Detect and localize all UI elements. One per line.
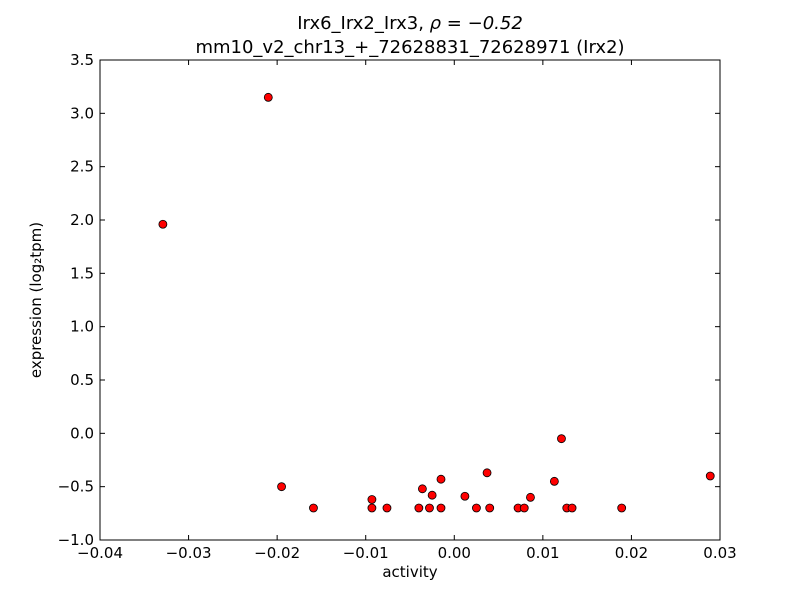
title-genes: Irx6_Irx2_Irx3, xyxy=(297,13,429,34)
data-point xyxy=(158,219,168,229)
data-point xyxy=(436,474,446,484)
data-point xyxy=(417,484,427,494)
chart-title-line1: Irx6_Irx2_Irx3, ρ = −0.52 xyxy=(297,13,523,34)
data-point xyxy=(705,471,715,481)
data-point xyxy=(549,476,559,486)
data-point xyxy=(485,503,495,513)
plot-frame xyxy=(99,59,721,541)
data-point xyxy=(263,92,273,102)
y-tick-label: −0.5 xyxy=(58,478,94,496)
data-point xyxy=(482,468,492,478)
y-tick-label: 3.0 xyxy=(70,104,94,122)
data-point xyxy=(557,434,566,444)
data-point xyxy=(567,503,577,513)
x-tick-label: 0.02 xyxy=(615,544,648,562)
x-tick-label: −0.04 xyxy=(77,544,123,562)
x-tick-label: 0.03 xyxy=(703,544,736,562)
data-point xyxy=(617,503,627,513)
y-axis-label: expression (log₂tpm) xyxy=(27,222,45,378)
y-tick-label: 2.0 xyxy=(70,211,94,229)
data-point xyxy=(367,503,377,513)
data-point xyxy=(526,492,535,502)
data-point xyxy=(427,490,437,500)
y-tick-label: 0.0 xyxy=(70,424,94,442)
data-point xyxy=(519,503,529,513)
y-tick-label: 1.5 xyxy=(70,264,94,282)
x-tick-label: −0.03 xyxy=(166,544,212,562)
y-tick-label: 3.5 xyxy=(70,51,94,69)
plot-background xyxy=(100,60,720,540)
x-tick-label: −0.02 xyxy=(254,544,300,562)
y-tick-label: 1.0 xyxy=(70,318,94,336)
data-point xyxy=(277,482,286,492)
x-tick-label: 0.01 xyxy=(526,544,559,562)
data-point xyxy=(436,503,446,513)
data-point xyxy=(460,491,470,501)
data-point xyxy=(367,495,377,504)
data-point xyxy=(472,503,481,513)
chart-title-line2: mm10_v2_chr13_+_72628831_72628971 (Irx2) xyxy=(195,37,624,58)
data-point xyxy=(382,503,392,513)
y-tick-label: 0.5 xyxy=(70,371,94,389)
x-tick-label: −0.01 xyxy=(343,544,389,562)
x-tick-label: 0.00 xyxy=(438,544,471,562)
data-point xyxy=(309,503,318,513)
data-point xyxy=(425,503,434,513)
y-tick-label: −1.0 xyxy=(58,531,94,549)
x-axis-label: activity xyxy=(382,563,437,581)
y-tick-label: 2.5 xyxy=(70,158,94,176)
plot-area: −0.04 −0.03 −0.02 −0.01 0.00 0.01 0.02 0.03 −1.0… xyxy=(58,51,737,562)
title-rho: ρ = −0.52 xyxy=(430,13,523,34)
data-point xyxy=(414,503,424,513)
